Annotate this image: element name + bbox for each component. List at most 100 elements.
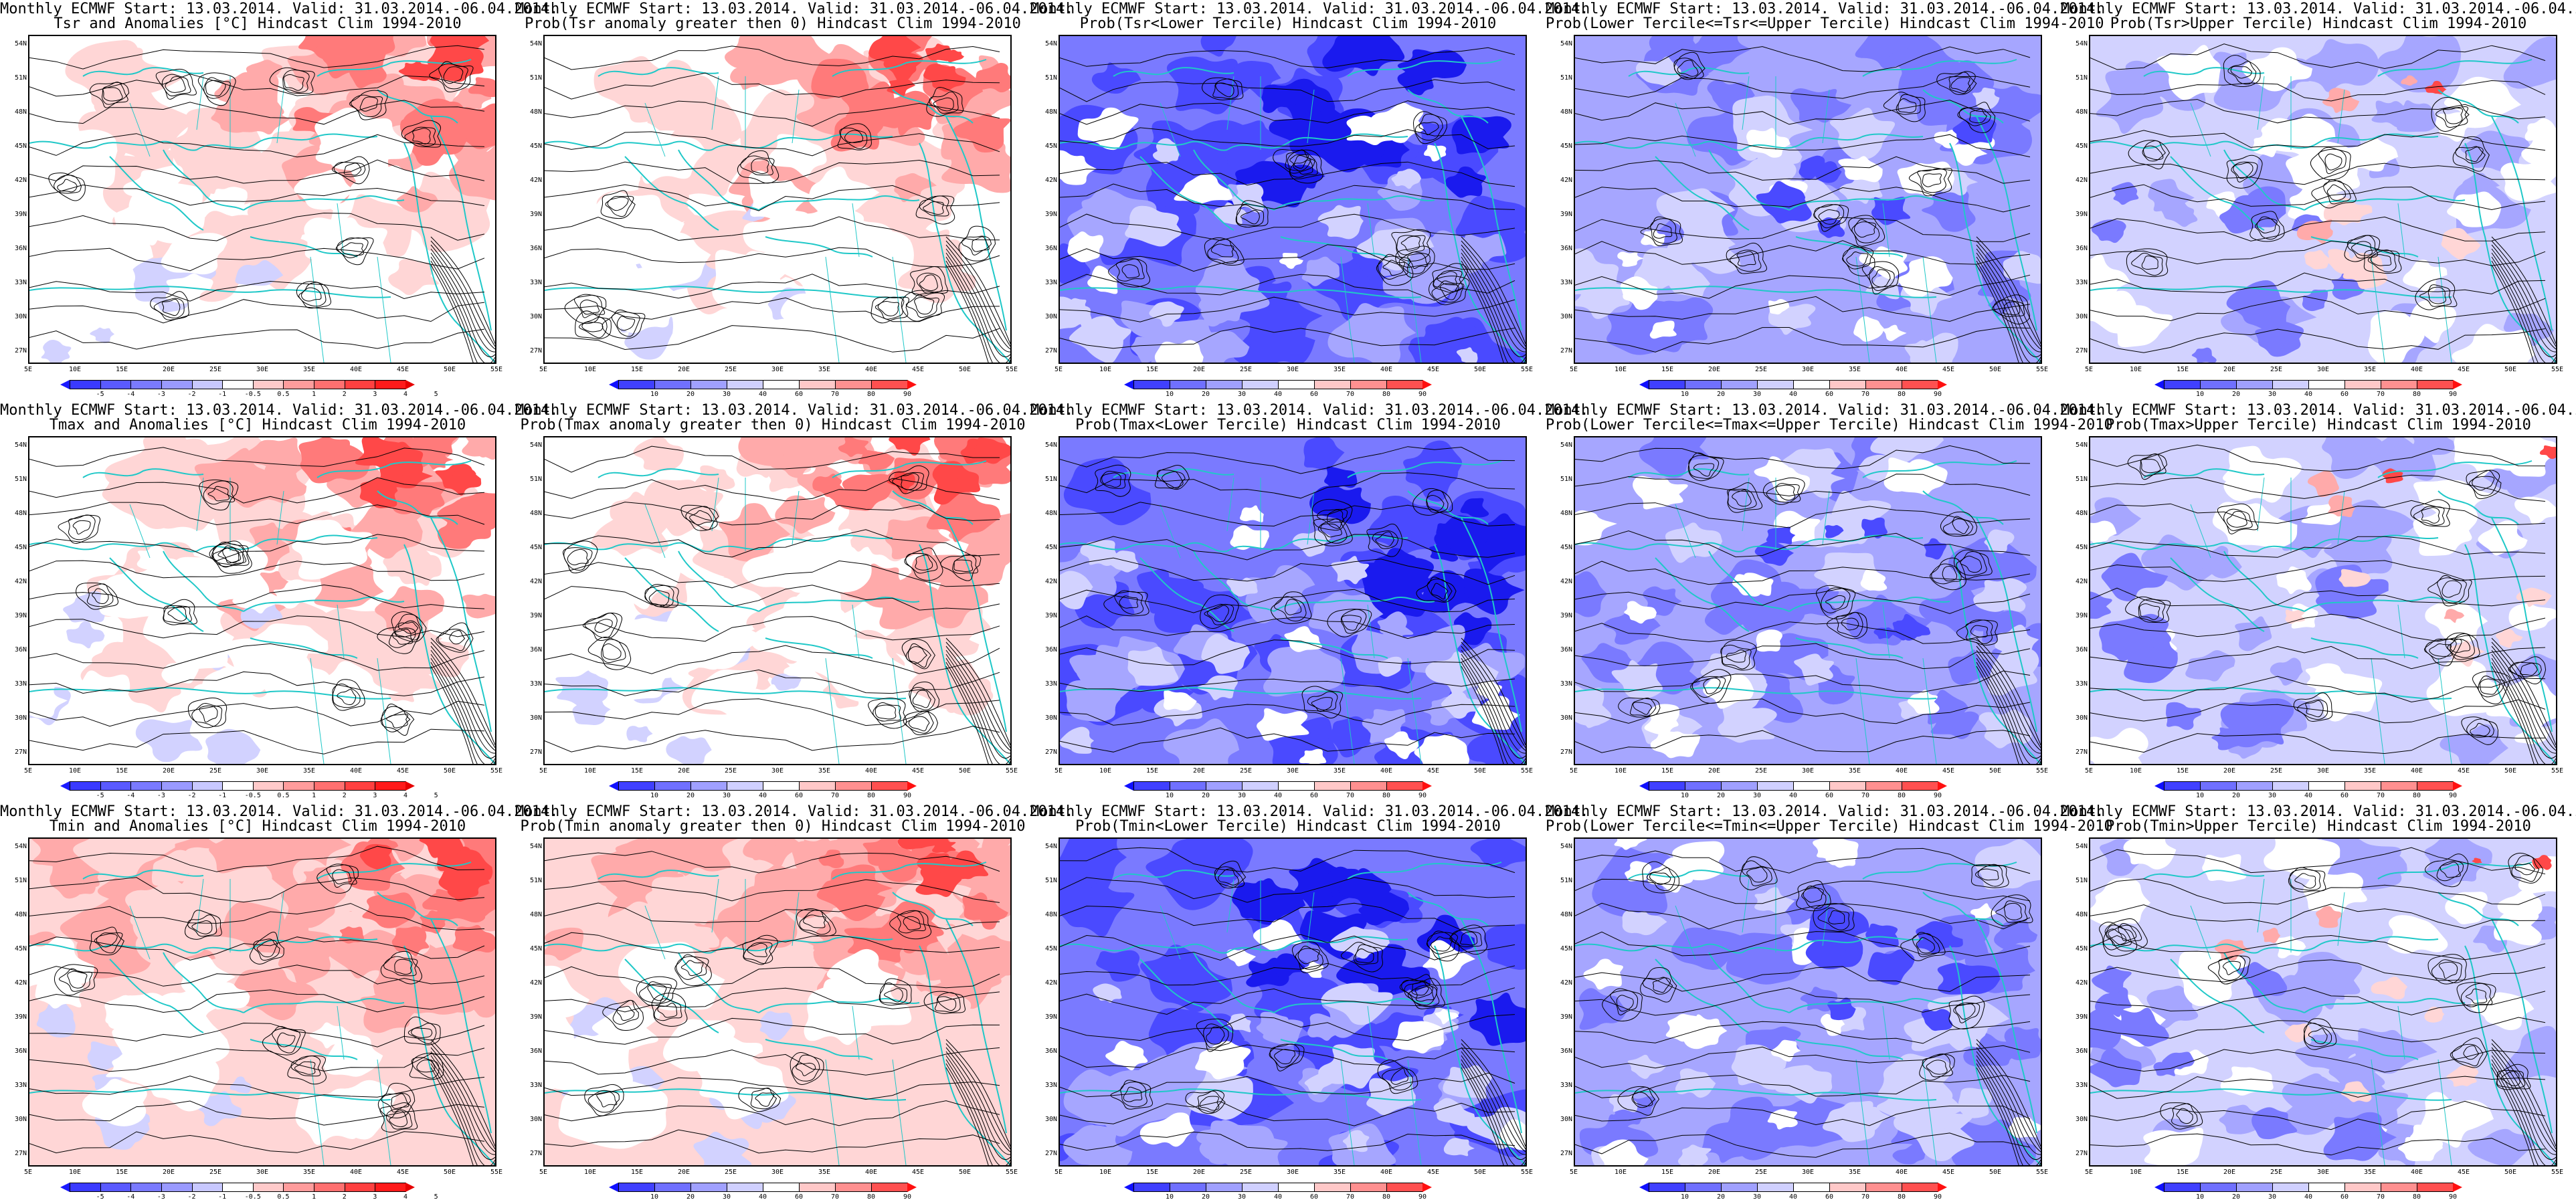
field-patch — [2090, 1047, 2142, 1088]
latitude-label: 36N — [2075, 245, 2088, 252]
isotherm-contour — [1218, 868, 1239, 886]
country-border — [1307, 89, 1315, 144]
latitude-label: 48N — [529, 108, 542, 116]
colorbar-label: 80 — [1382, 391, 1391, 398]
field-patch — [1060, 296, 1092, 330]
colorbar-segment — [314, 781, 345, 791]
isotherm-contour — [391, 1093, 409, 1109]
latitude-label: 30N — [1044, 313, 1057, 320]
coastline — [832, 59, 987, 77]
field-patch — [42, 207, 108, 247]
colorbar-segment — [1278, 1183, 1315, 1192]
coastline — [2090, 286, 2452, 298]
isotherm-contour — [2472, 671, 2510, 704]
latitude-label: 45N — [2075, 544, 2088, 551]
isotherm-contour — [674, 954, 712, 987]
isotherm-contour — [1100, 470, 1126, 489]
colorbar-segment — [1133, 1183, 1170, 1192]
colorbar-segment — [1206, 380, 1243, 389]
field-patch — [82, 1078, 147, 1126]
isotherm-contour — [430, 1047, 495, 1152]
colorbar-segment — [1902, 1183, 1938, 1192]
field-patch — [940, 946, 1008, 993]
colorbar-label: 70 — [1346, 1193, 1355, 1201]
isotherm-contour — [1461, 649, 1526, 754]
panel-title-line2: Prob(Tsr anomaly greater then 0) Hindcas… — [525, 15, 1021, 32]
country-border — [2257, 76, 2265, 130]
longitude-label: 35E — [1333, 366, 1346, 373]
field-patch — [1458, 233, 1507, 263]
isotherm-contour — [567, 548, 589, 566]
field-patch — [101, 558, 205, 619]
isotherm-contour — [29, 184, 485, 206]
map-field — [2090, 36, 2556, 363]
field-patch — [2305, 967, 2355, 1005]
isotherm-contour — [1871, 269, 1891, 288]
field-patch — [456, 103, 495, 150]
isotherm-contour — [602, 643, 622, 660]
field-patch — [96, 45, 152, 86]
field-patch — [128, 181, 205, 243]
colorbar-segment — [835, 781, 872, 791]
latitude-label: 33N — [529, 680, 542, 688]
latitude-label: 36N — [14, 646, 27, 654]
isotherm-contour — [29, 477, 485, 504]
field-patch — [805, 632, 905, 702]
isotherm-contour — [296, 281, 332, 309]
isotherm-contour — [564, 294, 607, 324]
isotherm-contour — [430, 662, 495, 764]
field-patch — [2296, 219, 2333, 244]
field-patch — [420, 910, 449, 934]
isotherm-contour — [1732, 489, 1752, 507]
isotherm-contour — [29, 936, 485, 961]
longitude-label: 55E — [2551, 1169, 2564, 1176]
isotherm-contour — [1942, 565, 1958, 582]
coastline — [1407, 490, 1489, 525]
colorbar-label: 5 — [434, 792, 438, 799]
colorbar-label: 70 — [830, 391, 840, 398]
isotherm-contour — [1341, 615, 1362, 631]
isotherm-contour — [1317, 518, 1348, 544]
isotherm-contour — [901, 290, 945, 322]
field-patch — [41, 340, 72, 363]
isotherm-contour — [545, 932, 1000, 954]
latitude-label: 39N — [1044, 612, 1057, 619]
isotherm-contour — [1828, 910, 1845, 924]
field-patch — [1063, 1124, 1133, 1165]
country-border — [1882, 604, 1890, 659]
field-patch — [1087, 266, 1118, 294]
isotherm-contour — [1212, 78, 1239, 99]
isotherm-contour — [1114, 591, 1144, 615]
field-patch — [1441, 691, 1481, 719]
isotherm-contour — [2491, 252, 2556, 358]
colorbar-segment — [161, 380, 193, 389]
field-patch — [1824, 525, 1844, 538]
isotherm-contour — [2090, 99, 2546, 124]
coastline — [2464, 142, 2556, 363]
field-patch — [143, 601, 234, 670]
coastline — [1226, 936, 1408, 953]
latitude-label: 45N — [1560, 544, 1572, 551]
field-patch — [449, 145, 495, 201]
field-patch — [1338, 868, 1392, 910]
latitude-label: 51N — [14, 877, 27, 884]
isotherm-contour — [738, 1087, 781, 1112]
colorbar-arrow-high — [405, 781, 415, 791]
isotherm-contour — [1390, 1068, 1408, 1085]
isotherm-contour — [29, 700, 485, 727]
coastline — [545, 687, 907, 700]
longitude-label: 15E — [1661, 366, 1674, 373]
colorbar-label: 1 — [312, 391, 316, 398]
isotherm-contour — [1976, 1039, 2041, 1147]
colorbar-label: 60 — [2340, 792, 2349, 799]
colorbar-segment — [283, 380, 315, 389]
colorbar-segment — [2344, 781, 2381, 791]
colorbar — [609, 781, 917, 791]
isotherm-contour — [2141, 256, 2158, 270]
isotherm-contour — [163, 599, 197, 625]
isotherm-contour — [1940, 511, 1978, 537]
isotherm-contour — [934, 992, 961, 1013]
field-patch — [759, 1011, 793, 1041]
colorbar-label: 90 — [2448, 1193, 2458, 1201]
isotherm-contour — [1327, 609, 1372, 637]
